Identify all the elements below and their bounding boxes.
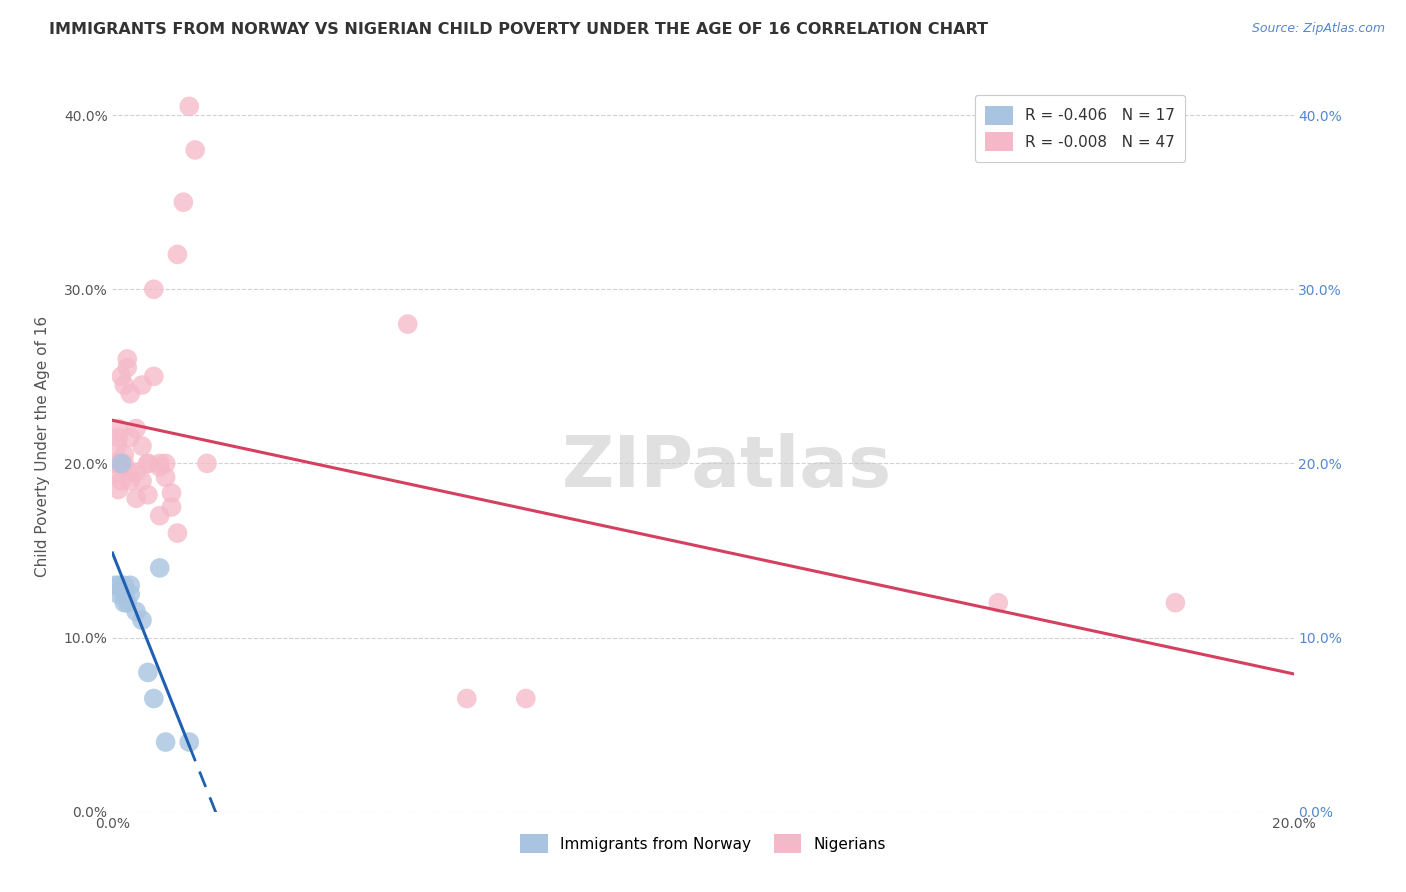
Point [107, 421, 129, 435]
Point [155, 735, 177, 749]
Point [125, 465, 148, 479]
Point [103, 457, 125, 471]
Point [166, 526, 188, 541]
Point [112, 578, 135, 592]
Point [456, 691, 478, 706]
Point [131, 378, 153, 392]
Point [105, 439, 128, 453]
Point [149, 561, 172, 575]
Point [149, 459, 172, 474]
Point [120, 465, 142, 479]
Text: IMMIGRANTS FROM NORWAY VS NIGERIAN CHILD POVERTY UNDER THE AGE OF 16 CORRELATION: IMMIGRANTS FROM NORWAY VS NIGERIAN CHILD… [49, 22, 988, 37]
Text: ZIPatlas: ZIPatlas [561, 434, 891, 502]
Point [110, 457, 132, 471]
Point [166, 247, 188, 261]
Point [107, 578, 129, 592]
Point [172, 195, 194, 210]
Point [142, 691, 165, 706]
Point [104, 465, 127, 479]
Point [112, 448, 135, 462]
Point [136, 488, 159, 502]
Point [142, 369, 165, 384]
Point [149, 508, 172, 523]
Point [515, 691, 537, 706]
Point [136, 457, 159, 471]
Point [149, 457, 172, 471]
Point [131, 439, 153, 453]
Point [117, 351, 138, 366]
Point [131, 613, 153, 627]
Text: Source: ZipAtlas.com: Source: ZipAtlas.com [1251, 22, 1385, 36]
Point [160, 486, 183, 500]
Point [987, 596, 1010, 610]
Point [104, 578, 127, 592]
Point [117, 360, 138, 375]
Point [195, 457, 218, 471]
Point [120, 474, 142, 488]
Point [120, 430, 142, 444]
Point [160, 500, 183, 514]
Legend: Immigrants from Norway, Nigerians: Immigrants from Norway, Nigerians [515, 828, 891, 859]
Point [1164, 596, 1187, 610]
Point [155, 457, 177, 471]
Point [131, 474, 153, 488]
Point [107, 457, 129, 471]
Point [107, 587, 129, 601]
Point [125, 604, 148, 618]
Point [155, 470, 177, 484]
Point [179, 735, 201, 749]
Point [107, 483, 129, 497]
Point [107, 430, 129, 444]
Point [112, 587, 135, 601]
Point [112, 596, 135, 610]
Point [125, 421, 148, 435]
Point [396, 317, 419, 331]
Y-axis label: Child Poverty Under the Age of 16: Child Poverty Under the Age of 16 [35, 316, 49, 576]
Point [179, 99, 201, 113]
Point [136, 665, 159, 680]
Point [120, 578, 142, 592]
Point [110, 369, 132, 384]
Point [112, 457, 135, 471]
Point [142, 282, 165, 296]
Point [125, 491, 148, 506]
Point [120, 386, 142, 401]
Point [117, 596, 138, 610]
Point [110, 474, 132, 488]
Point [112, 378, 135, 392]
Point [184, 143, 207, 157]
Point [136, 457, 159, 471]
Point [120, 587, 142, 601]
